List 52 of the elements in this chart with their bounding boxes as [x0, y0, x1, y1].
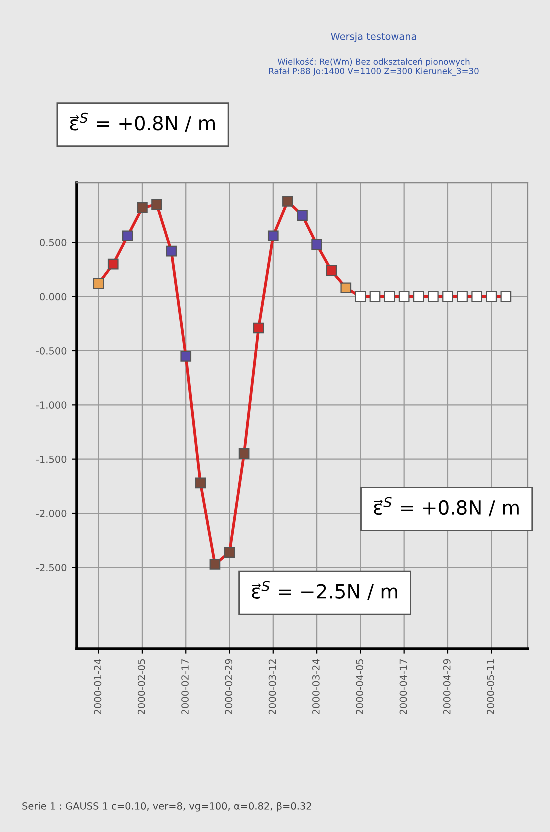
point — [326, 265, 338, 276]
y-tick-label: 0.500 — [40, 239, 67, 246]
point — [238, 448, 250, 460]
point — [166, 246, 177, 257]
x-tick-label: 2000-03-12 — [268, 660, 276, 714]
chart-title: Wersja testowana — [331, 32, 416, 42]
point — [384, 291, 396, 302]
point — [486, 291, 498, 302]
point — [428, 291, 439, 302]
point — [137, 202, 148, 214]
point — [122, 230, 134, 242]
x-tick-label: 2000-02-17 — [182, 660, 189, 714]
point — [442, 291, 454, 302]
point — [413, 291, 424, 302]
x-tick-label: 2000-05-11 — [487, 660, 494, 714]
chart-subtitle: Wielkość: Re(Wm) Bez odkształceń pionowych Rafał P:88 Jo:1400 V=1100 Z=300 Kierunek_3=30 — [269, 58, 479, 76]
x-tick-label: 2000-03-24 — [312, 659, 320, 714]
y-tick-label: -2.500 — [36, 564, 67, 572]
point — [268, 230, 279, 242]
point — [253, 322, 264, 334]
point — [312, 239, 322, 250]
y-tick-label: -0.500 — [36, 347, 67, 355]
point — [93, 278, 104, 290]
point — [398, 291, 410, 302]
x-tick-label: 2000-04-05 — [356, 660, 364, 714]
point — [224, 547, 236, 558]
point — [500, 291, 512, 302]
point — [210, 559, 221, 570]
point — [108, 258, 119, 270]
x-tick-label: 2000-02-05 — [138, 660, 146, 714]
point — [370, 291, 381, 302]
point — [457, 291, 468, 302]
point — [340, 282, 352, 294]
point — [195, 478, 206, 489]
y-tick-label: -1.000 — [36, 402, 67, 409]
text: ε⃗$^{S}$ = +0.8N / m — [70, 112, 216, 132]
annotation: ε⃗$^{S}$ = +0.8N / m — [374, 497, 519, 517]
point — [282, 196, 294, 207]
y-tick-label: -2.000 — [36, 510, 67, 518]
point — [180, 350, 192, 362]
text: Serie 1 : GAUSS 1 c=0.10, ver=8, vg=100, α=0.82, β=0.32 — [22, 802, 312, 812]
annotation: ε⃗$^{S}$ = −2.5N / m — [252, 581, 398, 600]
x-tick-label: 2000-01-24 — [94, 659, 102, 714]
point — [472, 291, 482, 302]
y-tick-label: -1.500 — [36, 456, 67, 464]
x-tick-label: 2000-04-17 — [400, 660, 408, 714]
point — [355, 291, 366, 302]
x-tick-label: 2000-02-29 — [225, 659, 233, 714]
point — [152, 199, 162, 210]
x-tick-label: 2000-04-29 — [443, 659, 451, 714]
y-tick-label: 0.000 — [40, 293, 67, 301]
point — [297, 210, 308, 221]
